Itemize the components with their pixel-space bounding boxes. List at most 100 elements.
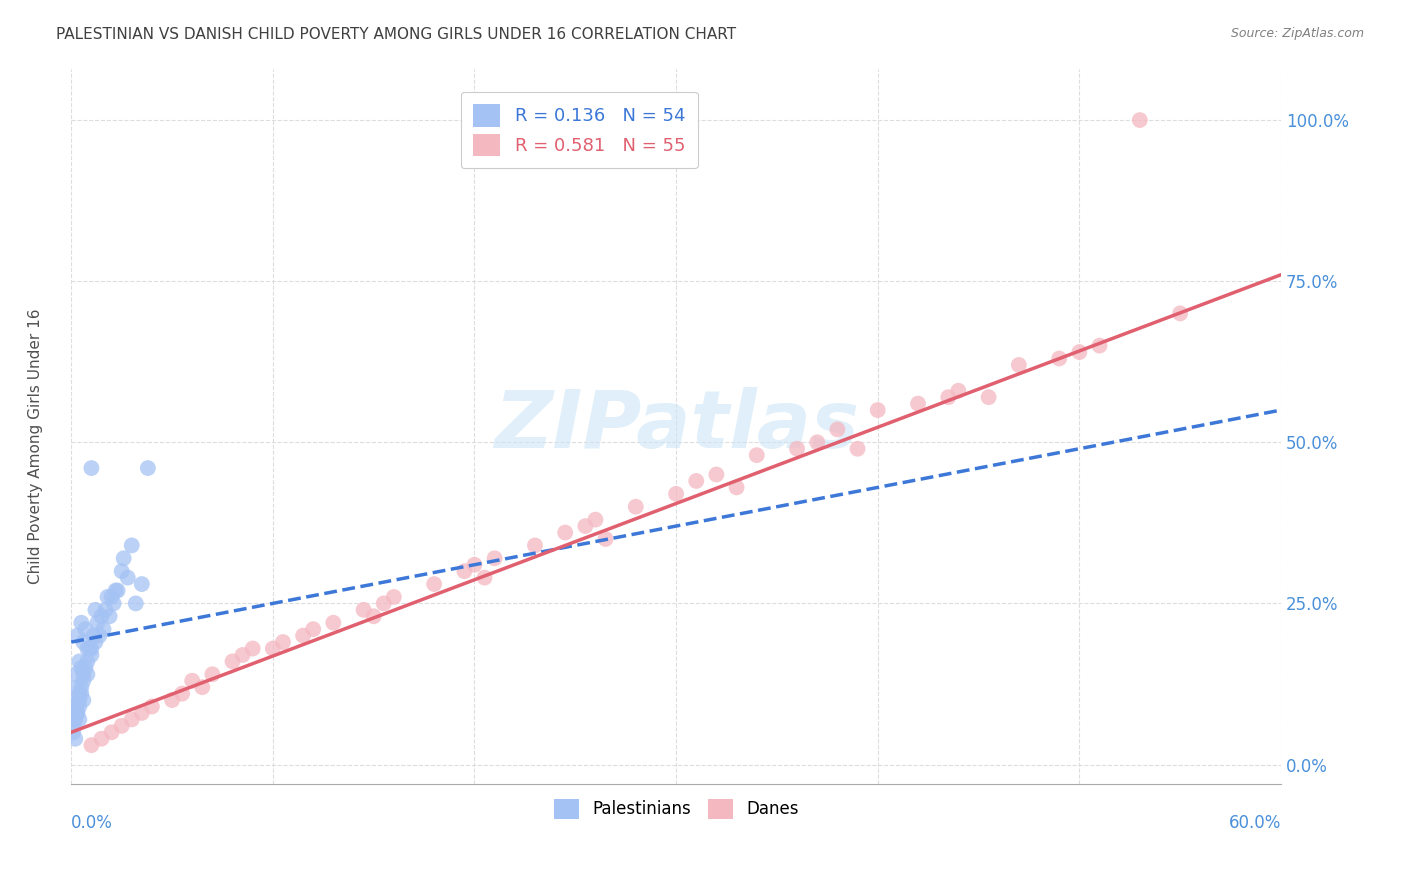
Point — [67, 699, 90, 714]
Point — [65, 699, 87, 714]
Point — [121, 538, 143, 552]
Point — [100, 590, 122, 604]
Point — [1069, 345, 1091, 359]
Point — [62, 725, 84, 739]
Point — [948, 384, 970, 398]
Point — [72, 667, 94, 681]
Point — [866, 403, 889, 417]
Point — [62, 719, 84, 733]
Point — [1168, 306, 1191, 320]
Point — [94, 603, 117, 617]
Point — [76, 667, 98, 681]
Point — [67, 687, 90, 701]
Point — [67, 713, 90, 727]
Point — [463, 558, 485, 572]
Point — [136, 461, 159, 475]
Point — [70, 680, 93, 694]
Point — [685, 474, 707, 488]
Point — [977, 390, 1000, 404]
Point — [725, 480, 748, 494]
Point — [554, 525, 576, 540]
Point — [98, 609, 121, 624]
Point — [141, 699, 163, 714]
Point — [84, 635, 107, 649]
Point — [80, 648, 103, 662]
Point — [62, 693, 84, 707]
Point — [423, 577, 446, 591]
Text: ZIPatlas: ZIPatlas — [494, 387, 859, 466]
Point — [160, 693, 183, 707]
Point — [72, 635, 94, 649]
Point — [453, 564, 475, 578]
Point — [706, 467, 728, 482]
Point — [322, 615, 344, 630]
Point — [302, 622, 325, 636]
Point — [117, 571, 139, 585]
Point — [76, 641, 98, 656]
Point — [523, 538, 546, 552]
Point — [624, 500, 647, 514]
Point — [232, 648, 254, 662]
Text: PALESTINIAN VS DANISH CHILD POVERTY AMONG GIRLS UNDER 16 CORRELATION CHART: PALESTINIAN VS DANISH CHILD POVERTY AMON… — [56, 27, 737, 42]
Point — [72, 693, 94, 707]
Point — [66, 706, 89, 720]
Text: 60.0%: 60.0% — [1229, 814, 1281, 832]
Point — [65, 667, 87, 681]
Point — [107, 583, 129, 598]
Point — [373, 596, 395, 610]
Point — [574, 519, 596, 533]
Legend: Palestinians, Danes: Palestinians, Danes — [547, 792, 806, 826]
Point — [70, 661, 93, 675]
Point — [1047, 351, 1070, 366]
Text: Child Poverty Among Girls Under 16: Child Poverty Among Girls Under 16 — [28, 309, 42, 583]
Point — [86, 615, 108, 630]
Point — [191, 680, 214, 694]
Point — [595, 532, 617, 546]
Point — [363, 609, 385, 624]
Point — [75, 622, 97, 636]
Point — [89, 629, 111, 643]
Point — [201, 667, 224, 681]
Point — [96, 590, 118, 604]
Point — [70, 615, 93, 630]
Point — [806, 435, 828, 450]
Point — [103, 596, 125, 610]
Point — [827, 422, 849, 436]
Point — [936, 390, 959, 404]
Point — [93, 622, 115, 636]
Point — [131, 577, 153, 591]
Point — [67, 654, 90, 668]
Point — [484, 551, 506, 566]
Point — [262, 641, 284, 656]
Point — [474, 571, 496, 585]
Point — [1129, 113, 1152, 128]
Point — [271, 635, 294, 649]
Point — [90, 609, 112, 624]
Point — [104, 583, 127, 598]
Text: 0.0%: 0.0% — [72, 814, 112, 832]
Point — [353, 603, 375, 617]
Point — [65, 731, 87, 746]
Point — [72, 673, 94, 688]
Point — [82, 629, 104, 643]
Point — [79, 641, 101, 656]
Point — [100, 725, 122, 739]
Point — [125, 596, 148, 610]
Point — [907, 396, 929, 410]
Point — [665, 487, 688, 501]
Point — [121, 713, 143, 727]
Point — [70, 687, 93, 701]
Point — [846, 442, 869, 456]
Point — [181, 673, 204, 688]
Point — [66, 680, 89, 694]
Point — [90, 731, 112, 746]
Point — [585, 513, 607, 527]
Point — [80, 641, 103, 656]
Point — [786, 442, 808, 456]
Point — [66, 629, 89, 643]
Point — [111, 719, 134, 733]
Point — [76, 654, 98, 668]
Point — [745, 448, 768, 462]
Point — [80, 738, 103, 752]
Point — [172, 687, 194, 701]
